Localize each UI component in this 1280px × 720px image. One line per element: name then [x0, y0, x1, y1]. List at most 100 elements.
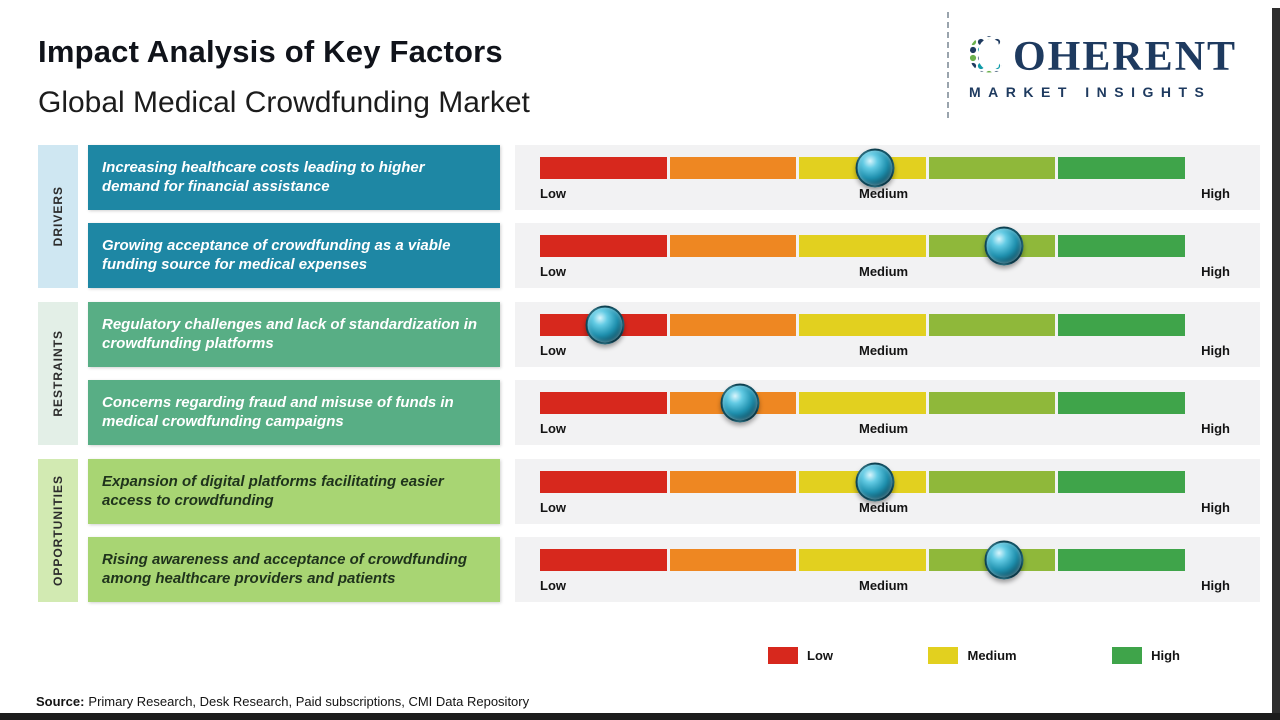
svg-text:C: C [969, 30, 1006, 78]
logo-wordmark: C OHERENT [969, 30, 1237, 78]
scale-labels: Low Medium High [540, 421, 1230, 436]
scale-segment-yellowgreen [928, 157, 1056, 179]
scale-label-medium: Medium [858, 578, 909, 593]
scale-label-low: Low [540, 578, 566, 593]
group-rows: Expansion of digital platforms facilitat… [88, 459, 1260, 602]
slide-shadow-right [1272, 8, 1280, 713]
scale-label-high: High [1201, 421, 1230, 436]
factor-text: Regulatory challenges and lack of standa… [102, 315, 478, 352]
impact-gauge: Low Medium High [515, 302, 1260, 367]
impact-matrix: DRIVERS Increasing healthcare costs lead… [38, 145, 1260, 602]
factor-text-box: Growing acceptance of crowdfunding as a … [88, 223, 500, 288]
scale-label-low: Low [540, 421, 566, 436]
group-tab-label: OPPORTUNITIES [51, 474, 65, 586]
source-line: Source: Primary Research, Desk Research, … [36, 694, 529, 709]
legend-label: High [1151, 648, 1180, 663]
scale-label-medium: Medium [858, 186, 909, 201]
coherent-logo: C OHERENT MARKET INSIGHTS [947, 12, 1237, 118]
scale-label-low: Low [540, 500, 566, 515]
impact-marker [984, 226, 1024, 266]
impact-marker [585, 305, 624, 345]
scale-segment-red [540, 392, 667, 414]
page-title: Impact Analysis of Key Factors [38, 34, 503, 69]
scale-labels: Low Medium High [540, 578, 1230, 593]
slide-shadow-bottom [0, 713, 1280, 720]
scale-segment-yellowgreen [928, 392, 1056, 414]
scale-segment-orange [669, 314, 797, 336]
impact-scale-bar [540, 305, 1185, 345]
scale-segment-orange [669, 235, 797, 257]
scale-label-medium: Medium [858, 264, 909, 279]
group-rows: Increasing healthcare costs leading to h… [88, 145, 1260, 288]
group-drivers: DRIVERS Increasing healthcare costs lead… [38, 145, 1260, 288]
scale-segment-yellow [799, 392, 926, 414]
scale-label-high: High [1201, 343, 1230, 358]
factor-text: Growing acceptance of crowdfunding as a … [102, 236, 451, 273]
scale-segment-yellow [799, 314, 926, 336]
scale-label-medium: Medium [858, 421, 909, 436]
page-subtitle: Global Medical Crowdfunding Market [38, 86, 530, 119]
impact-scale-bar [540, 226, 1185, 266]
scale-label-low: Low [540, 186, 566, 201]
impact-scale-bar [540, 148, 1185, 188]
factor-text-box: Increasing healthcare costs leading to h… [88, 145, 500, 210]
legend-swatch-low [768, 647, 798, 664]
legend-item-medium: Medium [928, 647, 1017, 664]
scale-label-high: High [1201, 264, 1230, 279]
group-restraints: RESTRAINTS Regulatory challenges and lac… [38, 302, 1260, 445]
factor-text-box: Expansion of digital platforms facilitat… [88, 459, 500, 524]
scale-label-high: High [1201, 500, 1230, 515]
scale-segment-green [1058, 157, 1185, 179]
factor-text-box: Concerns regarding fraud and misuse of f… [88, 380, 500, 445]
impact-gauge: Low Medium High [515, 459, 1260, 524]
factor-text: Concerns regarding fraud and misuse of f… [102, 393, 454, 430]
factor-text: Increasing healthcare costs leading to h… [102, 158, 425, 195]
source-text: Primary Research, Desk Research, Paid su… [88, 694, 530, 709]
scale-label-medium: Medium [858, 500, 909, 515]
factor-row: Growing acceptance of crowdfunding as a … [88, 223, 1260, 288]
scale-label-high: High [1201, 578, 1230, 593]
factor-text: Rising awareness and acceptance of crowd… [102, 550, 468, 587]
scale-labels: Low Medium High [540, 500, 1230, 515]
group-tab-drivers: DRIVERS [38, 145, 78, 288]
factor-text-box: Regulatory challenges and lack of standa… [88, 302, 500, 367]
scale-segment-green [1058, 314, 1185, 336]
scale-segment-yellowgreen [928, 314, 1056, 336]
impact-gauge: Low Medium High [515, 380, 1260, 445]
group-tab-label: DRIVERS [51, 186, 65, 247]
factor-row: Expansion of digital platforms facilitat… [88, 459, 1260, 524]
impact-marker [855, 462, 895, 502]
scale-segment-red [540, 235, 667, 257]
source-label: Source: [36, 694, 85, 709]
group-opportunities: OPPORTUNITIES Expansion of digital platf… [38, 459, 1260, 602]
logo-wordmark-rest: OHERENT [1013, 34, 1238, 80]
scale-label-high: High [1201, 186, 1230, 201]
factor-text-box: Rising awareness and acceptance of crowd… [88, 537, 500, 602]
scale-segment-yellowgreen [928, 471, 1056, 493]
group-tab-opportunities: OPPORTUNITIES [38, 459, 78, 602]
scale-segment-green [1058, 471, 1185, 493]
impact-scale-bar [540, 540, 1185, 580]
impact-gauge: Low Medium High [515, 223, 1260, 288]
scale-label-low: Low [540, 264, 566, 279]
coherent-logo-c-icon: C [969, 30, 1006, 78]
factor-text: Expansion of digital platforms facilitat… [102, 472, 444, 509]
scale-segment-red [540, 549, 667, 571]
factor-row: Concerns regarding fraud and misuse of f… [88, 380, 1260, 445]
impact-marker [720, 383, 760, 423]
scale-segment-green [1058, 549, 1185, 571]
legend-swatch-high [1112, 647, 1143, 664]
group-tab-restraints: RESTRAINTS [38, 302, 78, 445]
logo-tagline: MARKET INSIGHTS [969, 84, 1212, 100]
impact-scale-bar [540, 383, 1185, 423]
impact-scale-bar [540, 462, 1185, 502]
scale-segment-orange [669, 549, 797, 571]
legend: Low Medium High [768, 647, 1180, 664]
impact-marker [984, 540, 1024, 580]
group-tab-label: RESTRAINTS [51, 330, 65, 417]
scale-segment-green [1058, 235, 1185, 257]
scale-segment-red [540, 471, 667, 493]
scale-segment-green [1058, 392, 1185, 414]
scale-segment-yellow [799, 549, 926, 571]
